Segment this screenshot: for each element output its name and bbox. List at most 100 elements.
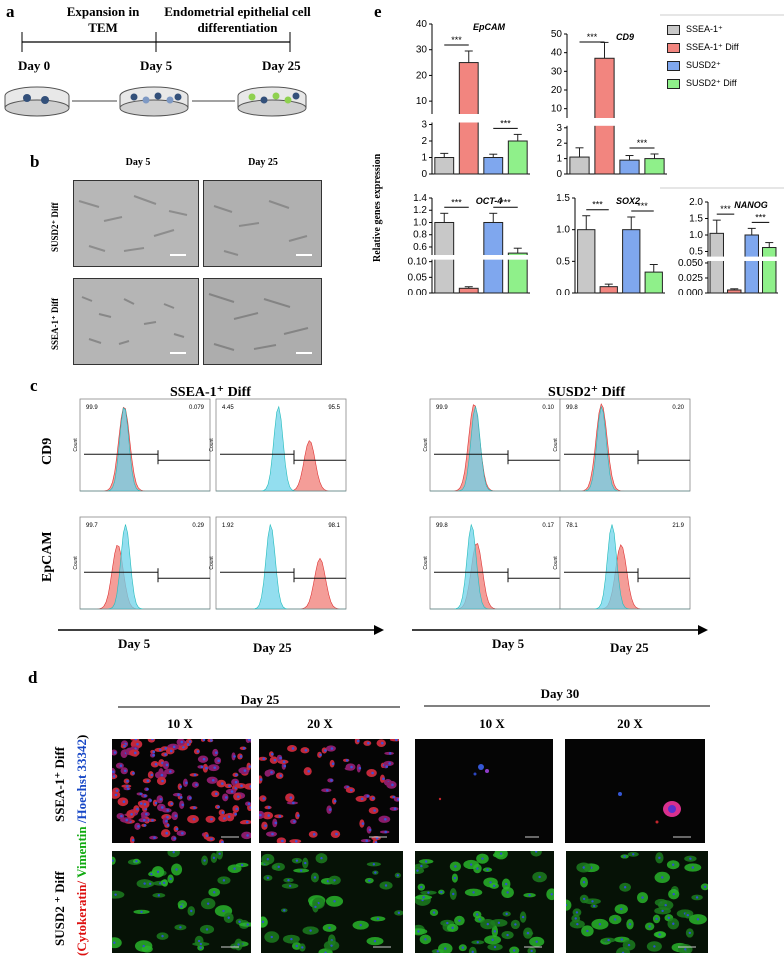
bar	[622, 229, 641, 294]
nucleus	[592, 904, 596, 908]
nucleus	[134, 739, 138, 741]
nucleus	[613, 918, 617, 921]
nucleus	[478, 918, 481, 921]
nucleus	[684, 948, 687, 951]
nucleus	[388, 752, 392, 755]
nucleus	[172, 851, 175, 854]
y-tick-label: 1.0	[413, 217, 427, 228]
nucleus	[575, 911, 579, 914]
nucleus	[416, 869, 419, 872]
nucleus	[621, 951, 625, 953]
if-susd2-d25-20x	[261, 851, 403, 953]
nucleus	[294, 839, 298, 843]
y-tick-label: 0.8	[413, 230, 427, 241]
nucleus	[164, 747, 168, 750]
nucleus	[133, 751, 137, 755]
nucleus	[395, 739, 398, 742]
y-tick-label: 30	[416, 45, 428, 56]
gate-right-value: 0.079	[189, 405, 205, 411]
legend-label: SUSD2⁺ Diff	[686, 78, 737, 88]
nucleus	[576, 922, 579, 926]
stain-close: )	[74, 734, 89, 739]
sig-label: ***	[637, 138, 648, 148]
nucleus	[236, 795, 240, 798]
nucleus	[653, 945, 656, 948]
bar	[644, 158, 665, 175]
gate-left-value: 99.8	[436, 523, 448, 529]
nucleus	[671, 863, 675, 866]
nucleus	[221, 811, 225, 814]
nucleus	[513, 949, 516, 952]
nucleus	[120, 814, 123, 818]
gate-right-value: 21.9	[672, 523, 684, 529]
nucleus	[218, 852, 221, 855]
nucleus	[382, 777, 385, 781]
y-axis-label: Count	[553, 438, 559, 452]
nucleus	[211, 778, 215, 782]
axis-break	[702, 256, 778, 261]
axis-break	[426, 255, 530, 260]
nucleus	[371, 771, 374, 775]
y-tick-label: 1.0	[556, 225, 570, 236]
nucleus	[312, 833, 316, 836]
nucleus	[234, 780, 238, 784]
nucleus	[309, 929, 312, 932]
nucleus	[505, 912, 508, 916]
nucleus	[139, 792, 143, 796]
blue-histogram	[560, 524, 690, 610]
nucleus	[623, 886, 627, 889]
blue-histogram	[430, 523, 560, 610]
sig-label: ***	[587, 32, 598, 42]
gate-right-value: 0.29	[192, 523, 204, 529]
nucleus	[189, 796, 192, 800]
nucleus	[324, 951, 327, 953]
d-divider-lines	[118, 705, 710, 708]
nucleus	[528, 893, 531, 897]
d-day25: Day 25	[240, 692, 280, 707]
y-axis-label: Count	[553, 556, 559, 570]
nucleus	[506, 891, 509, 894]
sig-label: ***	[755, 212, 766, 222]
nucleus	[153, 836, 156, 839]
nucleus	[181, 803, 184, 807]
nucleus	[582, 866, 585, 869]
panel-label-b: b	[30, 152, 40, 171]
nucleus	[388, 762, 391, 765]
nucleus	[420, 885, 423, 889]
stain-vimentin: Vimentin	[74, 823, 89, 878]
chart-title: SOX2	[616, 196, 640, 206]
nucleus	[246, 834, 249, 837]
nucleus	[472, 891, 475, 894]
nucleus	[271, 752, 274, 756]
nucleus	[506, 933, 509, 937]
nucleus	[331, 762, 335, 765]
y-tick-label: 1.5	[689, 213, 703, 224]
nucleus	[259, 813, 262, 817]
nucleus	[314, 905, 317, 909]
nucleus	[521, 915, 525, 919]
nucleus	[151, 739, 154, 741]
micrograph-ssea1-day5	[73, 278, 199, 365]
nucleus	[598, 923, 602, 926]
nucleus	[620, 938, 623, 941]
nucleus	[489, 881, 492, 884]
nucleus	[368, 879, 371, 882]
y-tick-label: 1.5	[556, 193, 570, 204]
b-col-day5: Day 5	[125, 157, 151, 168]
nucleus	[461, 946, 464, 949]
nucleus	[695, 896, 699, 899]
nucleus	[132, 771, 135, 775]
histogram-plot: 99.9 0.079 Count	[73, 398, 211, 492]
nucleus	[186, 743, 190, 746]
nucleus	[535, 940, 538, 943]
nucleus	[245, 820, 249, 824]
sig-label: ***	[720, 204, 731, 214]
cell	[130, 739, 140, 741]
sig-label: ***	[500, 197, 511, 207]
nucleus	[574, 917, 577, 920]
nucleus	[295, 859, 299, 862]
nucleus	[696, 918, 700, 921]
legend-swatch	[667, 60, 680, 71]
nucleus	[291, 747, 295, 750]
nucleus	[142, 944, 145, 948]
